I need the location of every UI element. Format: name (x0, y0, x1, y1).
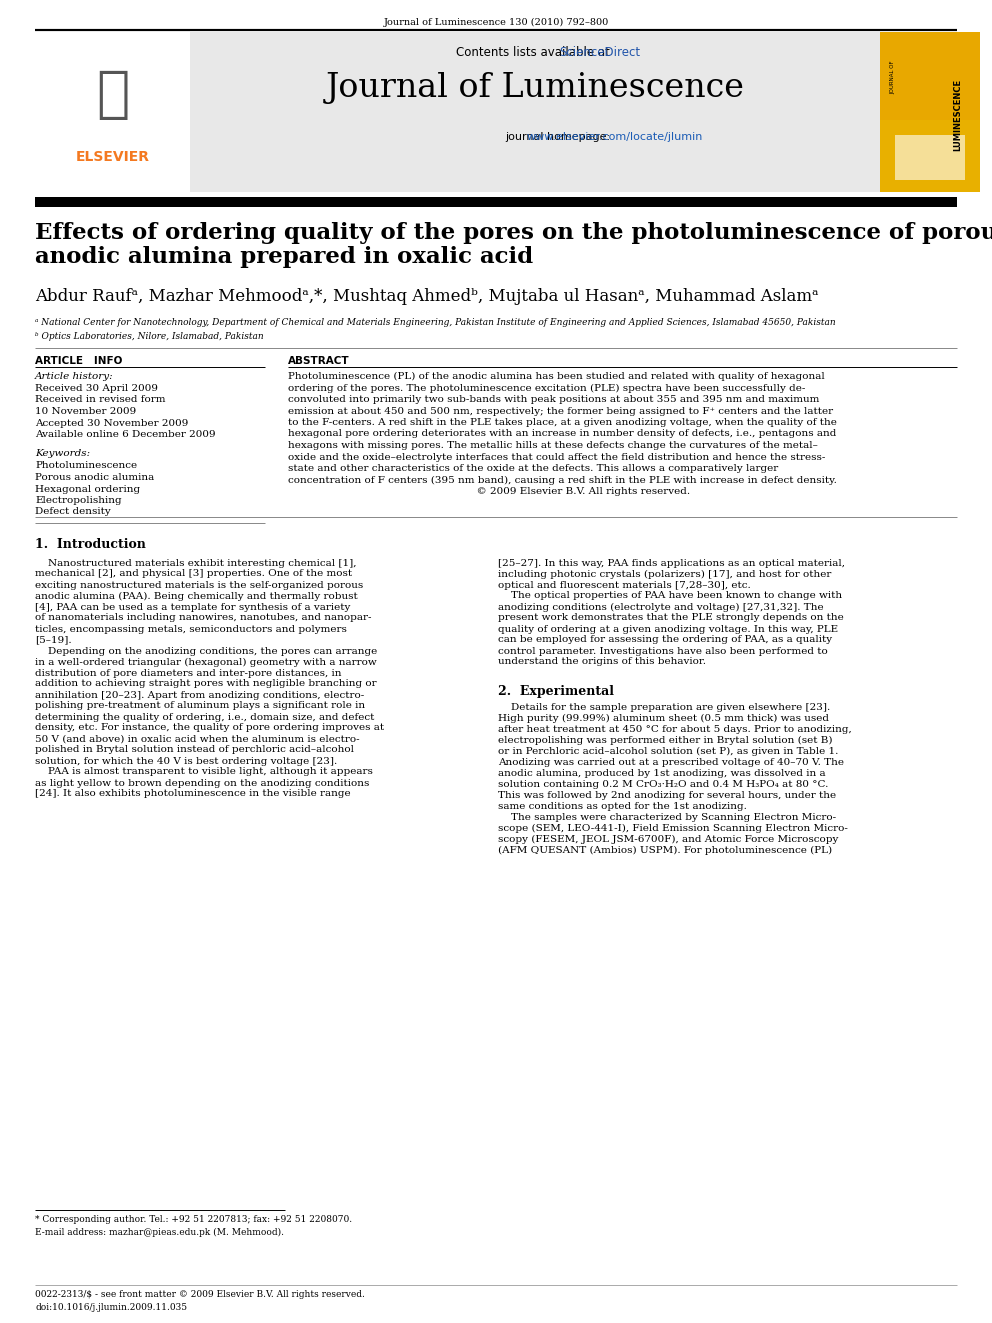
Text: understand the origins of this behavior.: understand the origins of this behavior. (498, 658, 706, 667)
Text: Anodizing was carried out at a prescribed voltage of 40–70 V. The: Anodizing was carried out at a prescribe… (498, 758, 844, 767)
Text: in a well-ordered triangular (hexagonal) geometry with a narrow: in a well-ordered triangular (hexagonal)… (35, 658, 377, 667)
Text: © 2009 Elsevier B.V. All rights reserved.: © 2009 Elsevier B.V. All rights reserved… (288, 487, 690, 496)
Text: 1.  Introduction: 1. Introduction (35, 538, 146, 552)
Bar (35, 197, 957, 206)
Bar (880, 32, 980, 192)
Text: This was followed by 2nd anodizing for several hours, under the: This was followed by 2nd anodizing for s… (498, 791, 836, 800)
Text: [4], PAA can be used as a template for synthesis of a variety: [4], PAA can be used as a template for s… (35, 602, 350, 611)
Text: 0022-2313/$ - see front matter © 2009 Elsevier B.V. All rights reserved.: 0022-2313/$ - see front matter © 2009 El… (35, 1290, 365, 1299)
Text: hexagonal pore ordering deteriorates with an increase in number density of defec: hexagonal pore ordering deteriorates wit… (288, 430, 836, 438)
Text: oxide and the oxide–electrolyte interfaces that could affect the field distribut: oxide and the oxide–electrolyte interfac… (288, 452, 825, 462)
Text: anodic alumina (PAA). Being chemically and thermally robust: anodic alumina (PAA). Being chemically a… (35, 591, 358, 601)
Text: anodizing conditions (electrolyte and voltage) [27,31,32]. The: anodizing conditions (electrolyte and vo… (498, 602, 823, 611)
Text: density, etc. For instance, the quality of pore ordering improves at: density, etc. For instance, the quality … (35, 724, 384, 733)
Text: to the F-centers. A red shift in the PLE takes place, at a given anodizing volta: to the F-centers. A red shift in the PLE… (288, 418, 837, 427)
Bar (895, 135, 965, 180)
Text: Hexagonal ordering: Hexagonal ordering (35, 484, 140, 493)
Text: control parameter. Investigations have also been performed to: control parameter. Investigations have a… (498, 647, 827, 655)
Text: Photoluminescence: Photoluminescence (35, 462, 137, 471)
Text: present work demonstrates that the PLE strongly depends on the: present work demonstrates that the PLE s… (498, 614, 844, 623)
Text: mechanical [2], and physical [3] properties. One of the most: mechanical [2], and physical [3] propert… (35, 569, 352, 578)
Text: [24]. It also exhibits photoluminescence in the visible range: [24]. It also exhibits photoluminescence… (35, 790, 350, 799)
Text: of nanomaterials including nanowires, nanotubes, and nanopar-: of nanomaterials including nanowires, na… (35, 614, 371, 623)
Text: 2.  Experimental: 2. Experimental (498, 685, 614, 699)
Text: solution containing 0.2 M CrO₃·H₂O and 0.4 M H₃PO₄ at 80 °C.: solution containing 0.2 M CrO₃·H₂O and 0… (498, 781, 828, 789)
Text: Depending on the anodizing conditions, the pores can arrange: Depending on the anodizing conditions, t… (35, 647, 377, 655)
Text: convoluted into primarily two sub-bands with peak positions at about 355 and 395: convoluted into primarily two sub-bands … (288, 396, 819, 404)
Text: Keywords:: Keywords: (35, 450, 90, 459)
Text: solution, for which the 40 V is best ordering voltage [23].: solution, for which the 40 V is best ord… (35, 757, 337, 766)
Text: ᵃ National Center for Nanotechnology, Department of Chemical and Materials Engin: ᵃ National Center for Nanotechnology, De… (35, 318, 835, 327)
Text: ARTICLE   INFO: ARTICLE INFO (35, 356, 122, 366)
Text: The samples were characterized by Scanning Electron Micro-: The samples were characterized by Scanni… (498, 814, 836, 822)
Text: ᵇ Optics Laboratories, Nilore, Islamabad, Pakistan: ᵇ Optics Laboratories, Nilore, Islamabad… (35, 332, 264, 341)
Text: as light yellow to brown depending on the anodizing conditions: as light yellow to brown depending on th… (35, 778, 369, 787)
Text: optical and fluorescent materials [7,28–30], etc.: optical and fluorescent materials [7,28–… (498, 581, 751, 590)
Text: Available online 6 December 2009: Available online 6 December 2009 (35, 430, 215, 439)
Text: polished in Brytal solution instead of perchloric acid–alcohol: polished in Brytal solution instead of p… (35, 745, 354, 754)
Text: after heat treatment at 450 °C for about 5 days. Prior to anodizing,: after heat treatment at 450 °C for about… (498, 725, 852, 734)
Text: distribution of pore diameters and inter-pore distances, in: distribution of pore diameters and inter… (35, 668, 341, 677)
Text: same conditions as opted for the 1st anodizing.: same conditions as opted for the 1st ano… (498, 802, 747, 811)
Text: determining the quality of ordering, i.e., domain size, and defect: determining the quality of ordering, i.e… (35, 713, 374, 721)
Text: Abdur Raufᵃ, Mazhar Mehmoodᵃ,*, Mushtaq Ahmedᵇ, Mujtaba ul Hasanᵃ, Muhammad Asla: Abdur Raufᵃ, Mazhar Mehmoodᵃ,*, Mushtaq … (35, 288, 818, 306)
Text: ❧: ❧ (96, 67, 129, 122)
Text: annihilation [20–23]. Apart from anodizing conditions, electro-: annihilation [20–23]. Apart from anodizi… (35, 691, 364, 700)
Text: ticles, encompassing metals, semiconductors and polymers: ticles, encompassing metals, semiconduct… (35, 624, 347, 634)
Text: concentration of F centers (395 nm band), causing a red shift in the PLE with in: concentration of F centers (395 nm band)… (288, 475, 837, 484)
Text: [25–27]. In this way, PAA finds applications as an optical material,: [25–27]. In this way, PAA finds applicat… (498, 558, 845, 568)
Text: Photoluminescence (PL) of the anodic alumina has been studied and related with q: Photoluminescence (PL) of the anodic alu… (288, 372, 824, 381)
Text: E-mail address: mazhar@pieas.edu.pk (M. Mehmood).: E-mail address: mazhar@pieas.edu.pk (M. … (35, 1228, 284, 1237)
Text: Journal of Luminescence 130 (2010) 792–800: Journal of Luminescence 130 (2010) 792–8… (383, 19, 609, 28)
Text: doi:10.1016/j.jlumin.2009.11.035: doi:10.1016/j.jlumin.2009.11.035 (35, 1303, 187, 1312)
Text: scopy (FESEM, JEOL JSM-6700F), and Atomic Force Microscopy: scopy (FESEM, JEOL JSM-6700F), and Atomi… (498, 835, 838, 844)
Bar (35, 32, 190, 192)
Text: including photonic crystals (polarizers) [17], and host for other: including photonic crystals (polarizers)… (498, 569, 831, 578)
Text: 10 November 2009: 10 November 2009 (35, 407, 136, 415)
Text: Details for the sample preparation are given elsewhere [23].: Details for the sample preparation are g… (498, 703, 830, 712)
Bar (190, 32, 880, 192)
Text: Effects of ordering quality of the pores on the photoluminescence of porous: Effects of ordering quality of the pores… (35, 222, 992, 243)
Text: ordering of the pores. The photoluminescence excitation (PLE) spectra have been : ordering of the pores. The photoluminesc… (288, 384, 806, 393)
Text: Porous anodic alumina: Porous anodic alumina (35, 474, 154, 482)
Text: www.elsevier.com/locate/jlumin: www.elsevier.com/locate/jlumin (527, 132, 703, 142)
Text: addition to achieving straight pores with negligible branching or: addition to achieving straight pores wit… (35, 680, 377, 688)
Text: (AFM QUESANT (Ambios) USPM). For photoluminescence (PL): (AFM QUESANT (Ambios) USPM). For photolu… (498, 845, 832, 855)
Text: * Corresponding author. Tel.: +92 51 2207813; fax: +92 51 2208070.: * Corresponding author. Tel.: +92 51 220… (35, 1215, 352, 1224)
Text: 50 V (and above) in oxalic acid when the aluminum is electro-: 50 V (and above) in oxalic acid when the… (35, 734, 360, 744)
Text: journal homepage:: journal homepage: (505, 132, 614, 142)
Text: state and other characteristics of the oxide at the defects. This allows a compa: state and other characteristics of the o… (288, 464, 779, 474)
Text: Received 30 April 2009: Received 30 April 2009 (35, 384, 158, 393)
Text: Article history:: Article history: (35, 372, 114, 381)
Text: The optical properties of PAA have been known to change with: The optical properties of PAA have been … (498, 591, 842, 601)
Text: Nanostructured materials exhibit interesting chemical [1],: Nanostructured materials exhibit interes… (35, 558, 356, 568)
Text: ELSEVIER: ELSEVIER (75, 149, 150, 164)
Text: LUMINESCENCE: LUMINESCENCE (953, 79, 962, 151)
Text: JOURNAL OF: JOURNAL OF (890, 60, 895, 94)
Text: Received in revised form: Received in revised form (35, 396, 166, 405)
Text: scope (SEM, LEO-441-I), Field Emission Scanning Electron Micro-: scope (SEM, LEO-441-I), Field Emission S… (498, 824, 848, 833)
Text: hexagons with missing pores. The metallic hills at these defects change the curv: hexagons with missing pores. The metalli… (288, 441, 817, 450)
Text: Accepted 30 November 2009: Accepted 30 November 2009 (35, 418, 188, 427)
Text: quality of ordering at a given anodizing voltage. In this way, PLE: quality of ordering at a given anodizing… (498, 624, 838, 634)
Text: PAA is almost transparent to visible light, although it appears: PAA is almost transparent to visible lig… (35, 767, 373, 777)
Text: Defect density: Defect density (35, 508, 111, 516)
Bar (880, 120, 980, 192)
Text: electropolishing was performed either in Brytal solution (set B): electropolishing was performed either in… (498, 736, 832, 745)
Text: High purity (99.99%) aluminum sheet (0.5 mm thick) was used: High purity (99.99%) aluminum sheet (0.5… (498, 714, 829, 724)
Text: Contents lists available at: Contents lists available at (456, 46, 614, 60)
Text: can be employed for assessing the ordering of PAA, as a quality: can be employed for assessing the orderi… (498, 635, 832, 644)
Text: or in Perchloric acid–alcohol solution (set P), as given in Table 1.: or in Perchloric acid–alcohol solution (… (498, 747, 838, 757)
Text: Journal of Luminescence: Journal of Luminescence (325, 71, 745, 105)
Text: exciting nanostructured materials is the self-organized porous: exciting nanostructured materials is the… (35, 581, 363, 590)
Text: [5–19].: [5–19]. (35, 635, 71, 644)
Text: anodic alumina prepared in oxalic acid: anodic alumina prepared in oxalic acid (35, 246, 533, 269)
Text: anodic alumina, produced by 1st anodizing, was dissolved in a: anodic alumina, produced by 1st anodizin… (498, 769, 825, 778)
Text: ABSTRACT: ABSTRACT (288, 356, 349, 366)
Text: emission at about 450 and 500 nm, respectively; the former being assigned to F⁺ : emission at about 450 and 500 nm, respec… (288, 406, 833, 415)
Text: polishing pre-treatment of aluminum plays a significant role in: polishing pre-treatment of aluminum play… (35, 701, 365, 710)
Text: Electropolishing: Electropolishing (35, 496, 122, 505)
Text: ScienceDirect: ScienceDirect (559, 46, 641, 60)
